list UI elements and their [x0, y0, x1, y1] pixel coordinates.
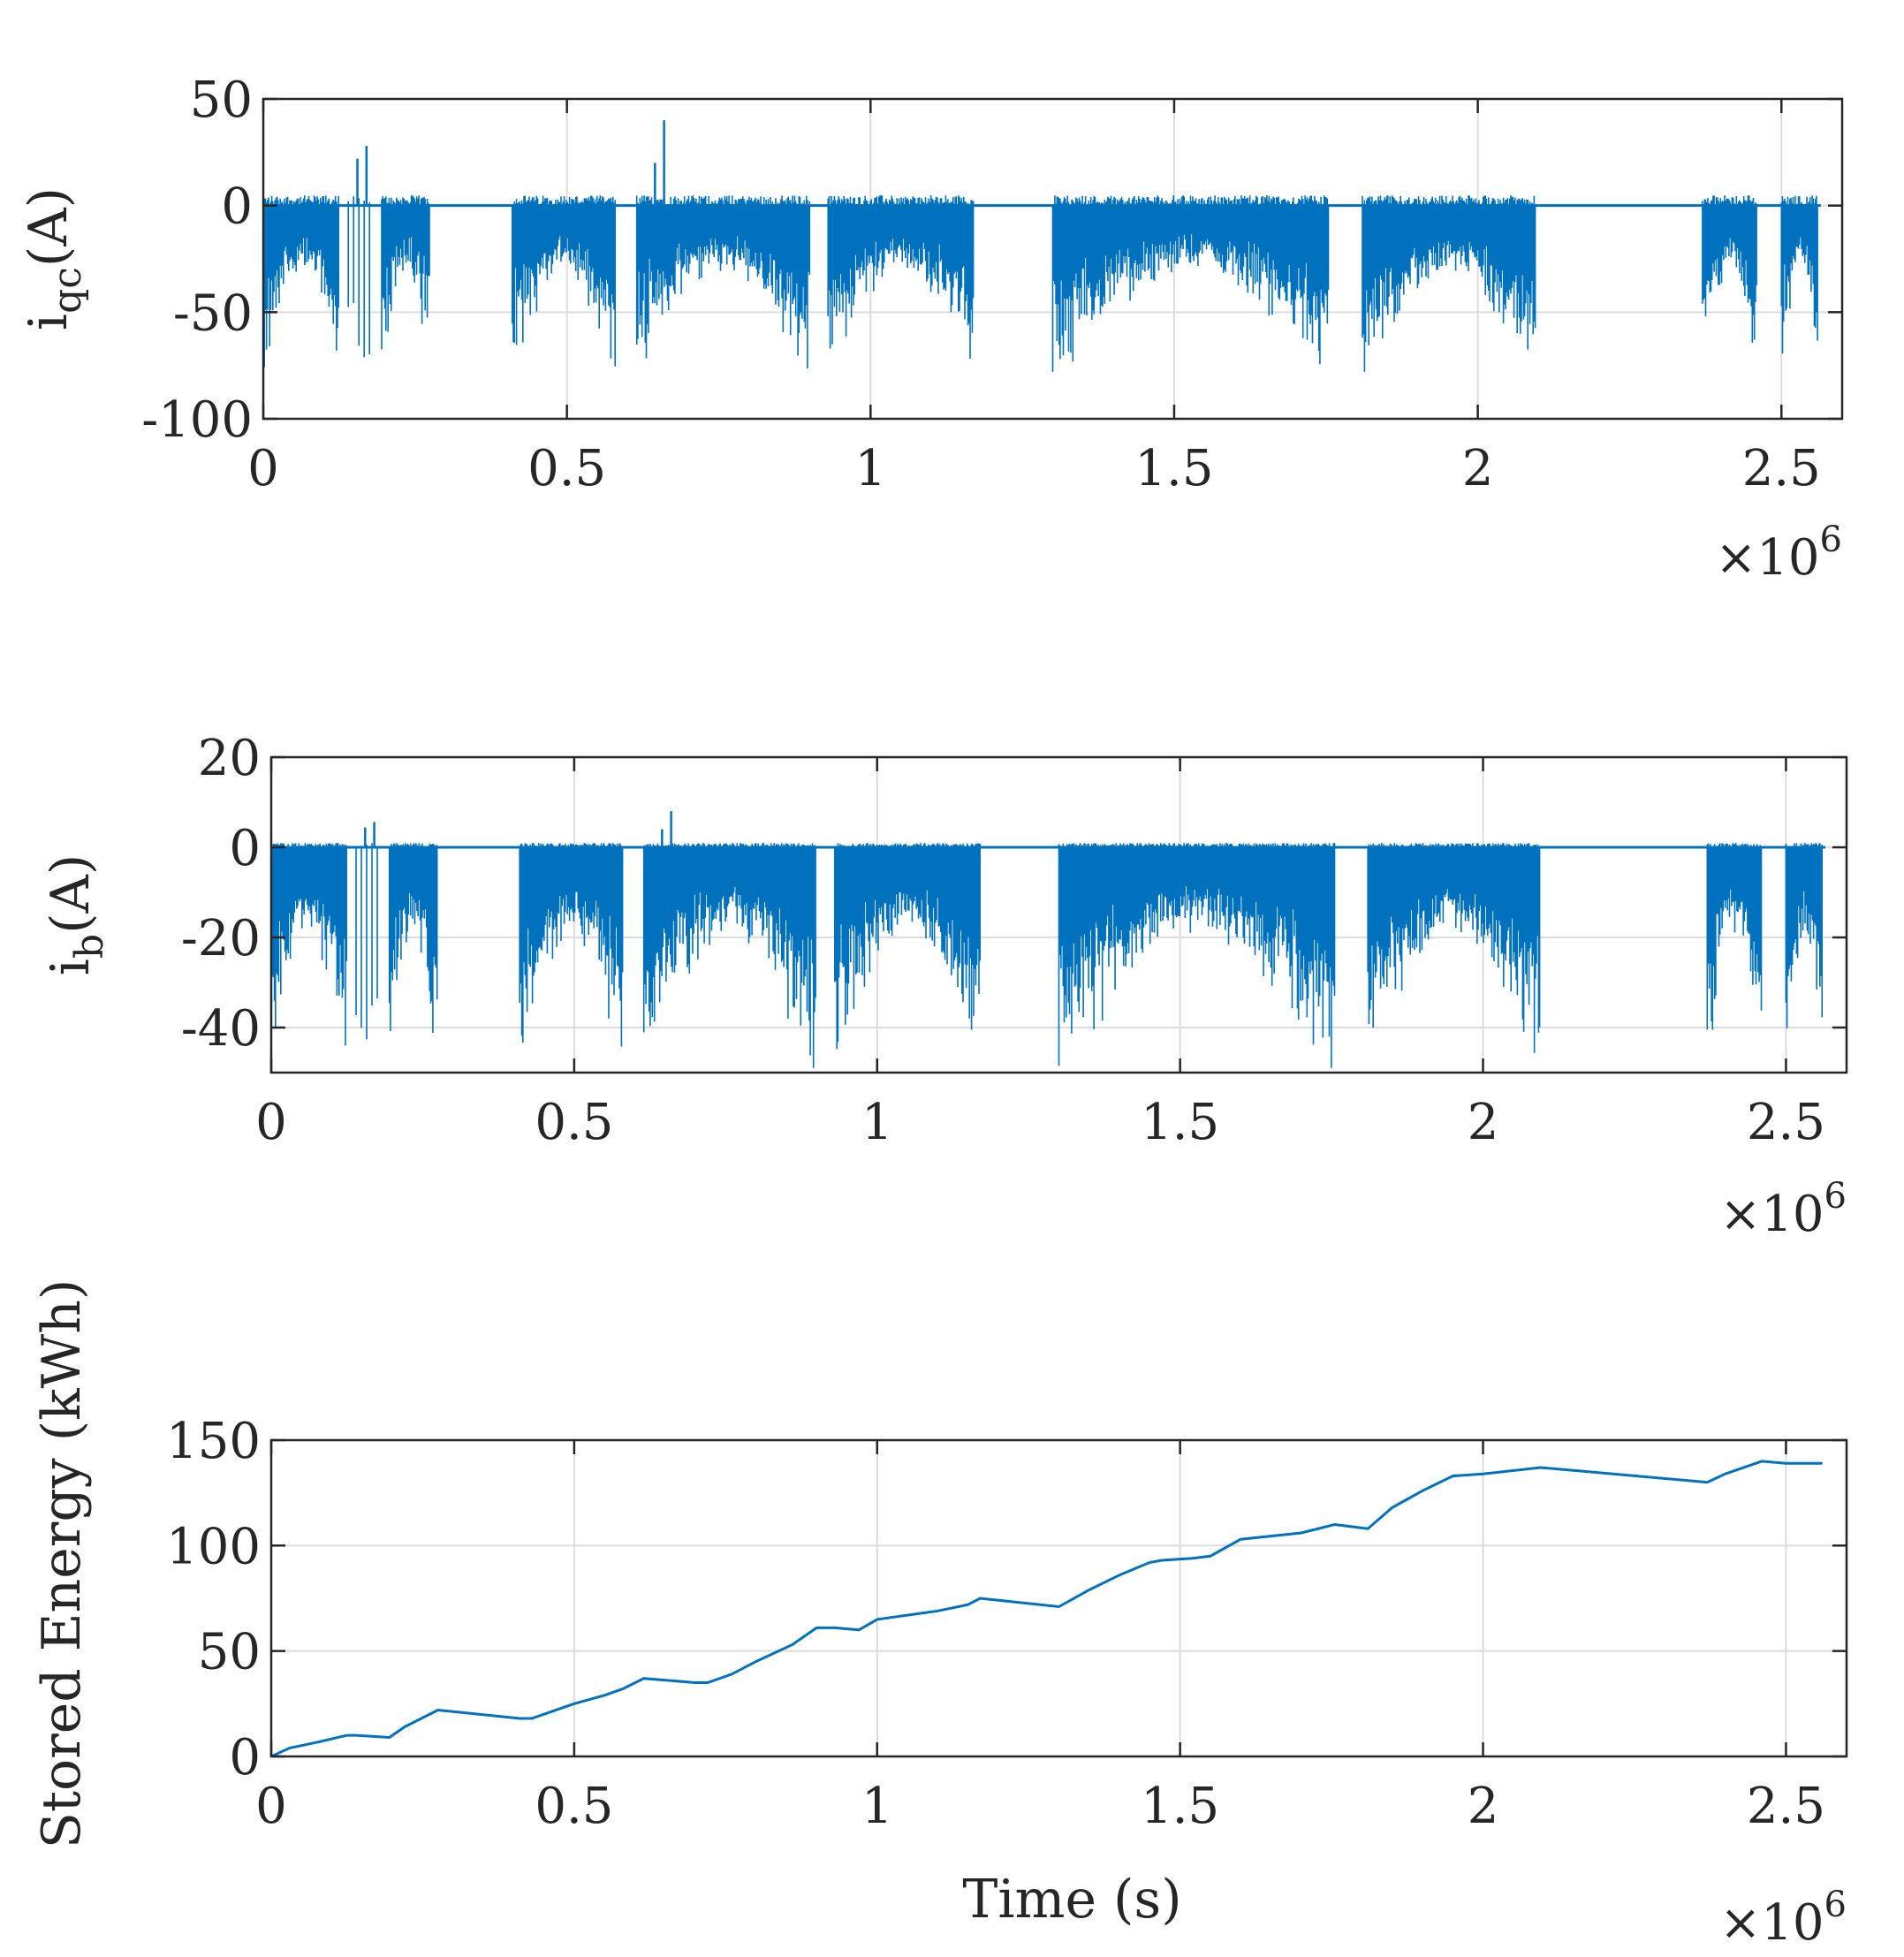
activity-burst: [263, 195, 339, 368]
x-tick-label: 1: [861, 1778, 893, 1835]
x-tick-label: 0: [255, 1094, 287, 1151]
x-tick-label: 1.5: [1141, 1094, 1219, 1151]
plot-area: [271, 1440, 1847, 1756]
axes-box: [269, 755, 1848, 1074]
axes-box: [262, 97, 1844, 421]
axes-box: [269, 1438, 1848, 1758]
activity-burst: [642, 843, 816, 1068]
activity-burst: [355, 843, 378, 1040]
activity-burst: [519, 843, 624, 1047]
activity-burst: [635, 195, 811, 369]
activity-burst: [1706, 843, 1763, 1030]
y-tick-label: -40: [181, 1000, 261, 1058]
y-axis-label: iqc(A): [18, 187, 90, 330]
y-tick-label: 150: [166, 1413, 261, 1470]
activity-burst: [381, 195, 430, 350]
x-tick-label: 0.5: [527, 440, 606, 497]
x-tick-label: 0.5: [535, 1094, 613, 1151]
y-tick-label: 50: [190, 72, 253, 129]
x-tick-label: 1: [854, 440, 886, 497]
y-tick-label: 100: [166, 1518, 261, 1575]
x-multiplier: ×106: [1715, 520, 1842, 587]
activity-burst: [827, 195, 975, 359]
y-axis-label: Stored Energy (kWh): [31, 1279, 93, 1849]
x-multiplier: ×106: [1719, 1885, 1847, 1952]
activity-burst: [1367, 843, 1541, 1053]
y-tick-label: 50: [198, 1624, 261, 1681]
activity-burst: [1362, 195, 1536, 372]
x-tick-label: 1.5: [1134, 440, 1213, 497]
x-tick-label: 0: [247, 440, 279, 497]
x-tick-label: 2: [1468, 1094, 1499, 1151]
y-tick-label: -50: [173, 284, 253, 342]
x-multiplier: ×106: [1719, 1176, 1847, 1243]
activity-burst: [271, 843, 347, 1046]
y-tick-label: 0: [221, 178, 253, 236]
x-tick-label: 0.5: [535, 1778, 613, 1835]
y-tick-label: 20: [198, 730, 261, 787]
x-tick-label: 2.5: [1747, 1094, 1825, 1151]
y-tick-label: -100: [141, 391, 253, 449]
x-tick-label: 2: [1462, 440, 1494, 497]
activity-burst: [1051, 195, 1330, 372]
activity-burst: [834, 843, 981, 1050]
x-tick-label: 2.5: [1747, 1778, 1825, 1835]
y-axis-label: ib(A): [40, 854, 112, 976]
activity-burst: [1785, 843, 1823, 1028]
chart-stored-energy: 0 0.5 1 1.5 2 2.5 150 100 50 0 ×106 Stored Energy (…: [31, 1279, 1848, 1952]
activity-burst: [1780, 195, 1818, 354]
activity-burst: [1702, 195, 1757, 343]
series: [263, 120, 1821, 372]
series: [271, 811, 1825, 1068]
activity-burst: [512, 195, 616, 367]
x-tick-label: 2.5: [1742, 440, 1821, 497]
activity-burst: [1058, 843, 1336, 1068]
series: [271, 1460, 1823, 1756]
x-tick-label: 2: [1468, 1778, 1499, 1835]
series-line: [271, 1460, 1823, 1756]
chart-iqc: 0 0.5 1 1.5 2 2.5 50 0 -50 -100 ×106 iqc(A): [18, 72, 1844, 587]
x-axis-label: Time (s): [962, 1869, 1181, 1930]
x-tick-label: 0: [255, 1778, 287, 1835]
x-tick-label: 1: [861, 1094, 893, 1151]
y-tick-label: 0: [229, 1729, 261, 1786]
activity-burst: [347, 196, 370, 358]
x-tick-label: 1.5: [1141, 1778, 1219, 1835]
activity-burst: [388, 843, 438, 1033]
y-tick-label: 0: [229, 820, 261, 877]
chart-ib: 0 0.5 1 1.5 2 2.5 20 0 -20 -40 ×106 ib(A): [40, 730, 1848, 1243]
y-tick-label: -20: [181, 910, 261, 967]
